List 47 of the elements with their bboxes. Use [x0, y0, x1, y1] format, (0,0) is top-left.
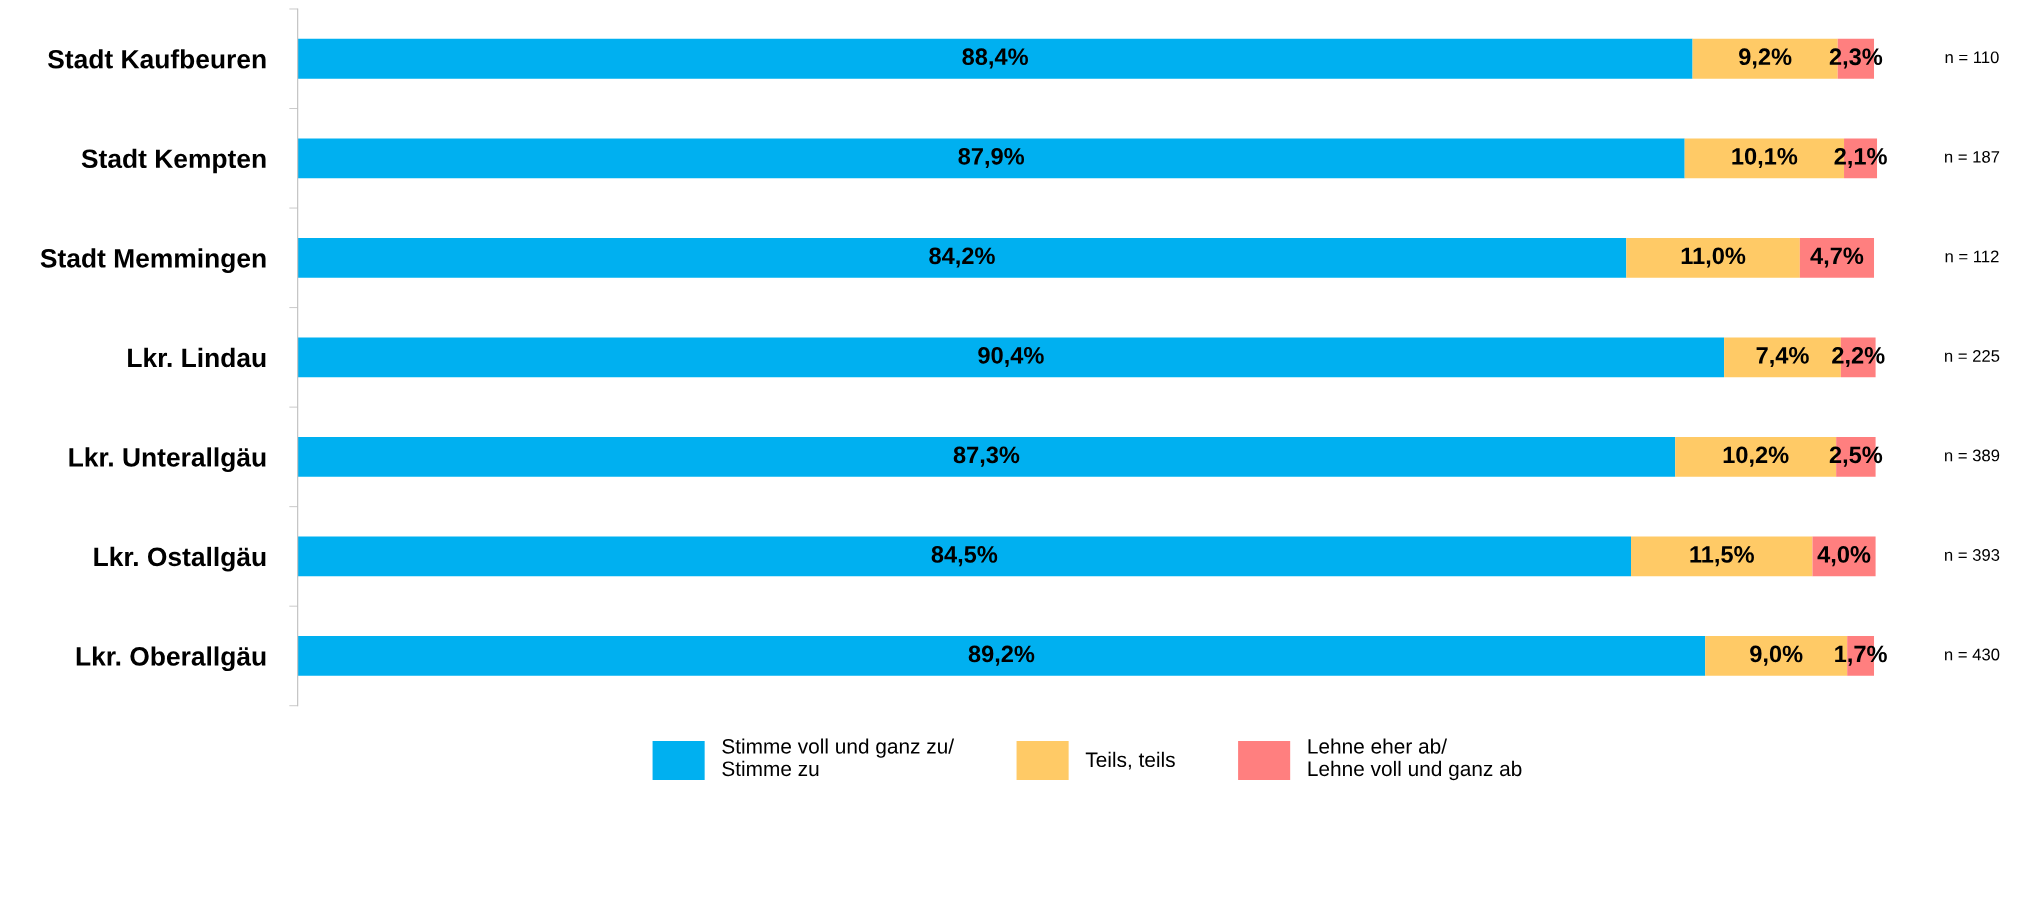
legend-label: Stimme voll und ganz zu/ Stimme zu [722, 738, 955, 777]
data-label: 90,4% [978, 346, 1044, 368]
data-label: 4,7% [1810, 247, 1864, 268]
text: n = 225 [1945, 350, 2000, 362]
data-label: 9,2% [1739, 48, 1792, 69]
text: n = 112 [1945, 250, 1999, 263]
data-label: 2,5% [1829, 446, 1883, 467]
data-label: 87,3% [953, 446, 1020, 467]
text: n = 187 [1945, 150, 2000, 163]
y-tick-label: Lkr. Oberallgäu [76, 646, 266, 672]
y-tick-label: Lkr. Lindau [128, 347, 266, 368]
data-label: 7,4% [1756, 347, 1809, 368]
bar [297, 138, 1685, 179]
data-label: 11,5% [1690, 546, 1754, 567]
data-label: 11,0% [1681, 247, 1746, 268]
text: n = 110 [1945, 51, 1999, 64]
data-label: 10,2% [1723, 446, 1789, 467]
data-label: 10,1% [1732, 147, 1798, 169]
bar [1626, 237, 1800, 278]
data-label: 1,7% [1835, 645, 1887, 666]
data-label: 9,0% [1750, 645, 1803, 666]
legend-label: Lehne eher ab/ Lehne voll und ganz ab [1308, 738, 1522, 781]
data-label: 2,3% [1829, 48, 1883, 69]
data-label: 2,2% [1832, 346, 1885, 368]
bar [297, 38, 1693, 79]
text: n = 430 [1945, 648, 2000, 661]
data-label: 88,4% [962, 48, 1028, 69]
y-tick-label: Lkr. Ostallgäu [94, 546, 266, 572]
data-label: 4,0% [1817, 546, 1871, 567]
data-label: 2,1% [1834, 147, 1887, 169]
data-label: 84,5% [931, 546, 998, 567]
y-tick-label: Lkr. Unterallgäu [69, 447, 266, 473]
bar [297, 237, 1627, 278]
y-tick-label: Stadt Kaufbeuren [47, 49, 266, 69]
text: n = 393 [1945, 549, 2000, 561]
bar [297, 436, 1676, 477]
data-label: 84,2% [929, 247, 995, 268]
data-label: 89,2% [968, 645, 1035, 666]
bar [297, 636, 1706, 676]
y-tick-label: Stadt Kempten [81, 148, 266, 174]
text: n = 389 [1945, 449, 2000, 462]
bar [1631, 536, 1813, 577]
y-tick-label: Stadt Memmingen [40, 248, 266, 273]
bar [297, 337, 1725, 378]
data-label: 87,9% [958, 147, 1025, 169]
legend-label: Teils, teils [1085, 751, 1175, 770]
bar [297, 536, 1632, 577]
